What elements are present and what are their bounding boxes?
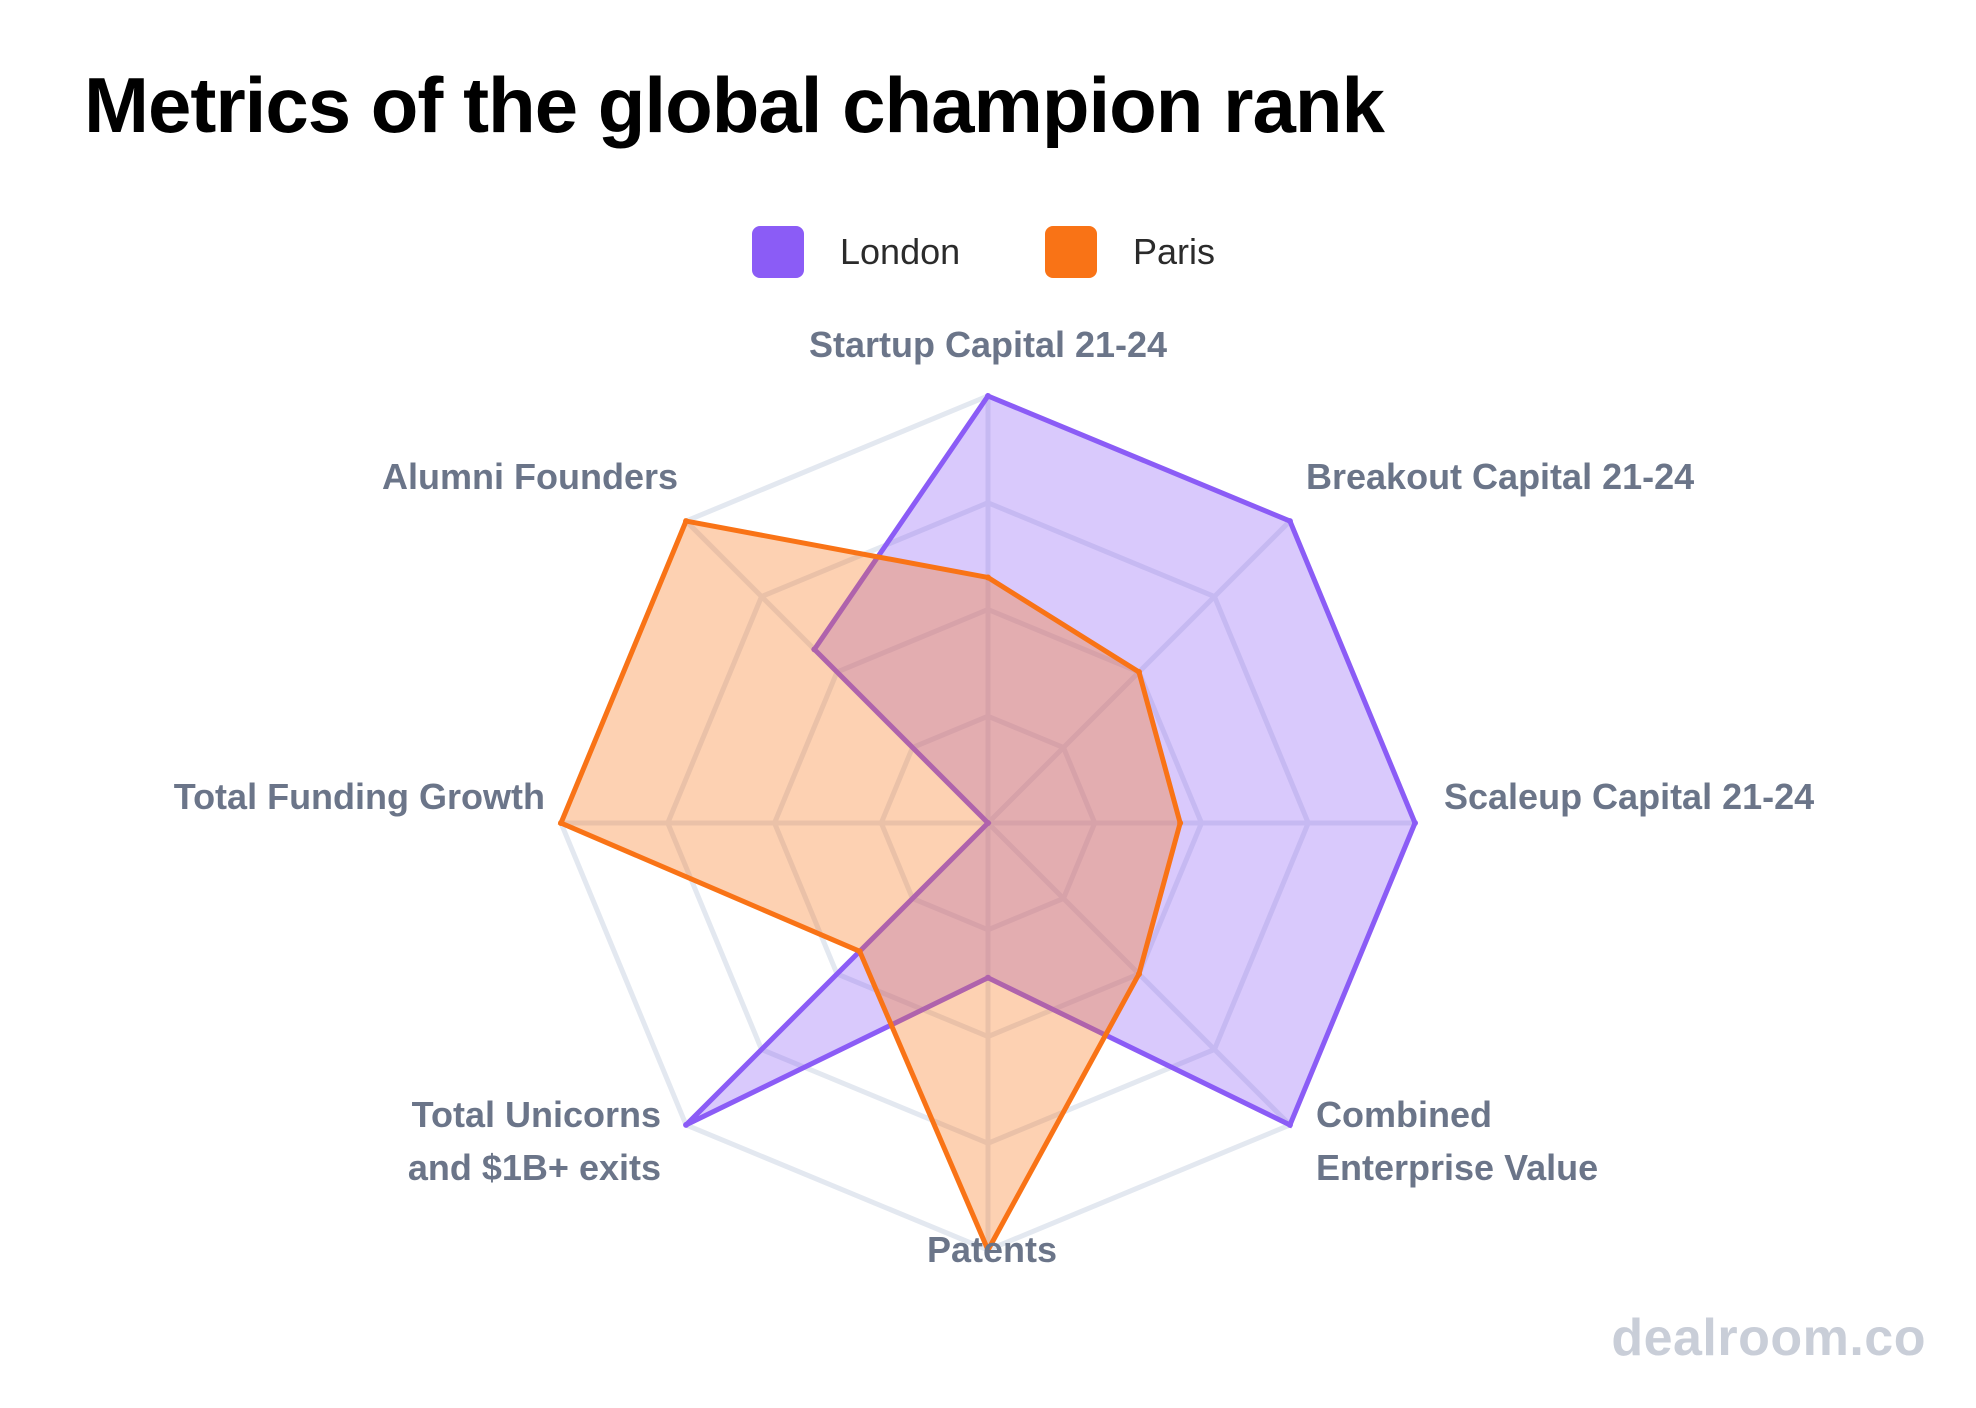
legend-item-paris[interactable]: Paris bbox=[1045, 222, 1215, 282]
point-paris-4 bbox=[985, 1247, 991, 1253]
axis-label-3-line-0: Combined bbox=[1316, 1094, 1492, 1135]
axis-label-7-line-0: Alumni Founders bbox=[382, 456, 678, 497]
legend: London Paris bbox=[0, 222, 1976, 282]
series-layer bbox=[557, 392, 1418, 1256]
point-london-1 bbox=[1286, 518, 1293, 525]
point-london-4 bbox=[985, 974, 991, 981]
axis-label-0: Startup Capital 21-24 bbox=[809, 324, 1167, 365]
axis-label-2: Scaleup Capital 21-24 bbox=[1444, 776, 1814, 817]
point-london-5 bbox=[683, 1121, 690, 1128]
point-paris-2 bbox=[1177, 820, 1184, 826]
legend-swatch-paris bbox=[1045, 226, 1097, 278]
dealroom-watermark: dealroom.co bbox=[1611, 1309, 1926, 1367]
axis-label-1-line-0: Breakout Capital 21-24 bbox=[1306, 456, 1694, 497]
axis-label-5: Total Unicorns and $1B+ exits bbox=[408, 1094, 661, 1188]
point-london-3 bbox=[1286, 1121, 1293, 1128]
axis-label-4-line-0: Patents bbox=[927, 1229, 1057, 1270]
point-london-0 bbox=[985, 393, 991, 399]
axis-label-1: Breakout Capital 21-24 bbox=[1306, 456, 1694, 497]
legend-item-london[interactable]: London bbox=[752, 222, 960, 282]
point-london-6 bbox=[985, 820, 991, 826]
axis-label-3: Combined Enterprise Value bbox=[1316, 1094, 1598, 1188]
legend-label-paris: Paris bbox=[1133, 231, 1216, 272]
point-london-2 bbox=[1412, 820, 1418, 826]
point-paris-6 bbox=[558, 820, 564, 826]
axis-label-4: Patents bbox=[927, 1229, 1057, 1270]
axis-label-5-line-0: Total Unicorns bbox=[412, 1094, 661, 1135]
legend-swatch-london bbox=[752, 226, 804, 278]
axis-label-3-line-1: Enterprise Value bbox=[1316, 1147, 1598, 1188]
chart-title: Metrics of the global champion rank bbox=[84, 61, 1385, 149]
axis-label-2-line-0: Scaleup Capital 21-24 bbox=[1444, 776, 1814, 817]
axis-label-6-line-0: Total Funding Growth bbox=[174, 776, 545, 817]
axis-label-5-line-1: and $1B+ exits bbox=[408, 1147, 661, 1188]
axis-label-0-line-0: Startup Capital 21-24 bbox=[809, 324, 1167, 365]
legend-label-london: London bbox=[840, 231, 961, 272]
axis-labels: Startup Capital 21-24 Breakout Capital 21… bbox=[174, 324, 1814, 1270]
point-paris-0 bbox=[985, 574, 991, 581]
point-paris-7 bbox=[683, 518, 690, 525]
axis-label-7: Alumni Founders bbox=[382, 456, 678, 497]
axis-label-6: Total Funding Growth bbox=[174, 776, 545, 817]
point-paris-5 bbox=[856, 948, 863, 955]
point-paris-1 bbox=[1135, 669, 1142, 676]
point-paris-3 bbox=[1135, 970, 1142, 977]
point-london-7 bbox=[811, 646, 818, 653]
